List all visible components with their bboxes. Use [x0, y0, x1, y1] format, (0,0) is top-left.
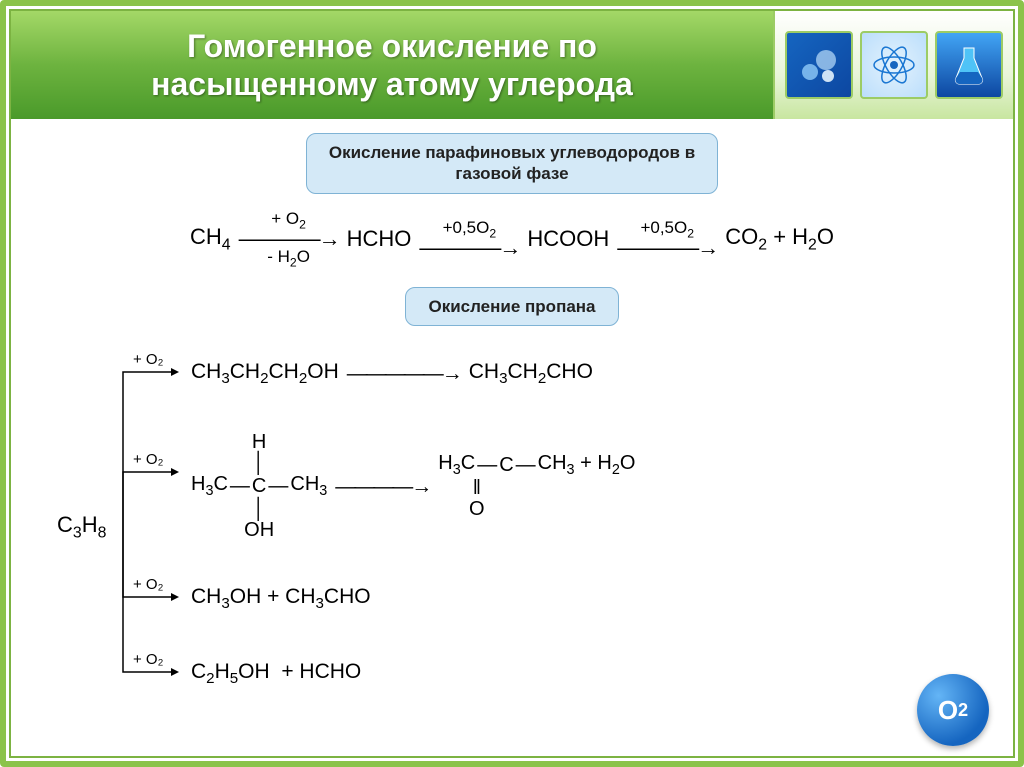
atom-icon — [860, 31, 928, 99]
arrow-1: + O2 ————→ - H2O — [239, 210, 339, 269]
arrow1-bot: - H2O — [267, 248, 310, 269]
title-line2: насыщенному атому углерода — [151, 66, 633, 102]
arrow-line-icon: —————→ — [347, 362, 461, 386]
propanol-1: CH3CH2CH2OH — [191, 360, 339, 387]
branch4-product: C2H5OH + HCHO — [191, 660, 361, 687]
subheader-1: Окисление парафиновых углеводородов в га… — [41, 133, 983, 194]
co2-h2o: CO2 + H2O — [725, 224, 834, 254]
acetone-structure: H3C — C — CH3 + H2O ‖ O — [438, 453, 635, 520]
flask-icon — [935, 31, 1003, 99]
prod-l: H3C — [438, 453, 475, 478]
slide-header: Гомогенное окисление по насыщенному атом… — [11, 11, 1013, 119]
title-line1: Гомогенное окисление по — [187, 28, 597, 64]
arrow-line-icon: ————→ — [617, 237, 717, 259]
prod-o: O — [469, 499, 485, 520]
arrow-line-icon: ————→ — [335, 475, 430, 499]
propane-start: C3H8 — [57, 512, 106, 542]
formaldehyde: HCHO — [347, 226, 412, 252]
struct-c: C — [252, 476, 266, 497]
water-bubbles-icon — [785, 31, 853, 99]
subheader-2-box: Окисление пропана — [405, 287, 618, 326]
prod-r: CH3 + H2O — [538, 453, 636, 478]
methane-oxidation-row: CH4 + O2 ————→ - H2O HCHO +0,5O2 ————→ H… — [41, 210, 983, 269]
slide-frame-inner: Гомогенное окисление по насыщенному атом… — [9, 9, 1015, 758]
subheader-2: Окисление пропана — [41, 287, 983, 326]
prod-c: C — [499, 455, 513, 476]
branch3-product: CH3OH + CH3CHO — [191, 585, 371, 612]
header-gradient: Гомогенное окисление по насыщенному атом… — [11, 11, 773, 119]
struct-l: H3C — [191, 474, 228, 499]
header-icon-strip — [773, 11, 1013, 119]
propane-branch-1: CH3CH2CH2OH —————→ CH3CH2CHO — [191, 360, 593, 387]
svg-text:+ O₂: + O₂ — [133, 451, 164, 468]
formic-acid: HCOOH — [527, 226, 609, 252]
svg-text:+ O₂: + O₂ — [133, 352, 164, 368]
page-title: Гомогенное окисление по насыщенному атом… — [151, 27, 633, 104]
sub1-line1: Окисление парафиновых углеводородов в — [329, 143, 695, 162]
propane-branch-2: H │ H3C — C — CH3 │ OH ————→ — [191, 432, 635, 541]
slide-content: Окисление парафиновых углеводородов в га… — [11, 119, 1013, 726]
svg-text:+ O₂: + O₂ — [133, 651, 164, 668]
propanal: CH3CH2CHO — [469, 360, 593, 387]
propanol-2-structure: H │ H3C — C — CH3 │ OH — [191, 432, 327, 541]
bracket-icon: + O₂ + O₂ + O₂ + O₂ — [121, 352, 181, 702]
slide-frame-outer: Гомогенное окисление по насыщенному атом… — [0, 0, 1024, 767]
propane-branch-4: C2H5OH + HCHO — [191, 660, 361, 687]
struct-oh: OH — [244, 520, 274, 541]
propane-branch-3: CH3OH + CH3CHO — [191, 585, 371, 612]
arrow-line-icon: ————→ — [419, 237, 519, 259]
subheader-1-box: Окисление парафиновых углеводородов в га… — [306, 133, 718, 194]
arrow-3: +0,5O2 ————→ — [617, 219, 717, 260]
struct-r: CH3 — [290, 474, 327, 499]
arrow-2: +0,5O2 ————→ — [419, 219, 519, 260]
struct-h: H — [252, 432, 266, 453]
propane-oxidation-diagram: C3H8 + O₂ + O₂ + O₂ + O₂ CH3CH2CH — [41, 342, 983, 712]
sub1-line2: газовой фазе — [455, 164, 568, 183]
methane-start: CH4 — [190, 224, 231, 254]
oxygen-badge-icon: O2 — [917, 674, 989, 746]
svg-text:+ O₂: + O₂ — [133, 576, 164, 593]
